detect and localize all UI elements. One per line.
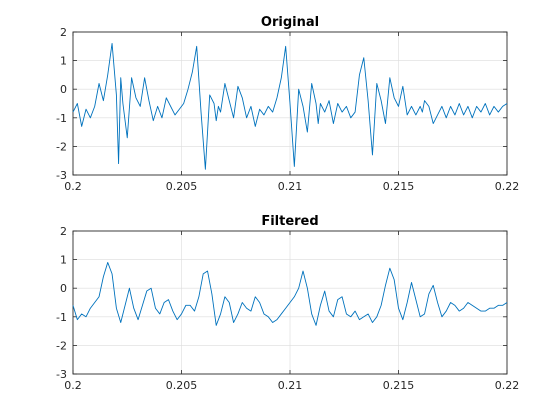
y-tick-label: 0 <box>60 83 67 96</box>
y-tick-label: -2 <box>56 140 67 153</box>
y-tick-label: -1 <box>56 112 67 125</box>
subplot-original: 0.2 0.205 0.21 0.215 0.22 -3 -2 -1 0 1 2 Original <box>56 15 519 193</box>
chart-title: Filtered <box>261 214 318 229</box>
x-tick-label: 0.2 <box>64 379 82 392</box>
series-line <box>72 42 508 170</box>
x-tick-label: 0.215 <box>383 180 415 193</box>
x-tick-label: 0.22 <box>495 379 520 392</box>
series-line <box>72 262 508 326</box>
x-tick-label: 0.215 <box>383 379 415 392</box>
x-tick-label: 0.22 <box>495 180 520 193</box>
y-tick-label: 2 <box>60 26 67 39</box>
y-tick-label: -3 <box>56 169 67 182</box>
y-tick-label: 1 <box>60 254 67 267</box>
y-tick-label: 1 <box>60 55 67 68</box>
x-tick-label: 0.205 <box>166 379 198 392</box>
y-tick-label: 2 <box>60 225 67 238</box>
chart-title: Original <box>261 15 319 30</box>
y-tick-label: -1 <box>56 311 67 324</box>
x-tick-label: 0.205 <box>166 180 198 193</box>
subplot-filtered: 0.2 0.205 0.21 0.215 0.22 -3 -2 -1 0 1 2 Filtered <box>56 214 519 392</box>
y-tick-label: -3 <box>56 368 67 381</box>
y-tick-label: 0 <box>60 282 67 295</box>
y-tick-label: -2 <box>56 339 67 352</box>
x-tick-label: 0.21 <box>278 180 303 193</box>
x-tick-label: 0.21 <box>278 379 303 392</box>
x-tick-label: 0.2 <box>64 180 82 193</box>
